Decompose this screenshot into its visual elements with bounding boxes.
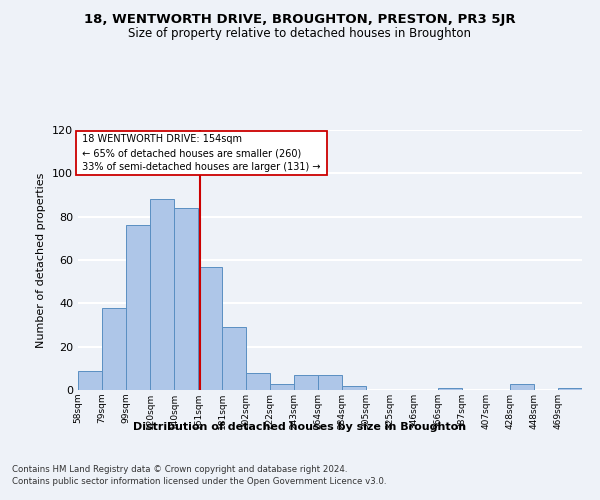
Text: Size of property relative to detached houses in Broughton: Size of property relative to detached ho… xyxy=(128,28,472,40)
Bar xyxy=(198,266,222,390)
Text: Distribution of detached houses by size in Broughton: Distribution of detached houses by size … xyxy=(133,422,467,432)
Bar xyxy=(294,375,318,390)
Bar xyxy=(510,384,534,390)
Text: 18, WENTWORTH DRIVE, BROUGHTON, PRESTON, PR3 5JR: 18, WENTWORTH DRIVE, BROUGHTON, PRESTON,… xyxy=(84,12,516,26)
Bar xyxy=(246,372,270,390)
Text: Contains public sector information licensed under the Open Government Licence v3: Contains public sector information licen… xyxy=(12,478,386,486)
Bar xyxy=(126,226,150,390)
Bar xyxy=(558,388,582,390)
Text: 18 WENTWORTH DRIVE: 154sqm
 ← 65% of detached houses are smaller (260)
 33% of s: 18 WENTWORTH DRIVE: 154sqm ← 65% of deta… xyxy=(79,134,324,172)
Bar xyxy=(438,388,462,390)
Bar xyxy=(78,370,102,390)
Bar xyxy=(318,375,342,390)
Bar xyxy=(270,384,294,390)
Bar xyxy=(342,386,366,390)
Text: Contains HM Land Registry data © Crown copyright and database right 2024.: Contains HM Land Registry data © Crown c… xyxy=(12,465,347,474)
Y-axis label: Number of detached properties: Number of detached properties xyxy=(37,172,46,348)
Bar xyxy=(150,200,174,390)
Bar xyxy=(102,308,126,390)
Bar xyxy=(222,327,246,390)
Bar xyxy=(174,208,198,390)
